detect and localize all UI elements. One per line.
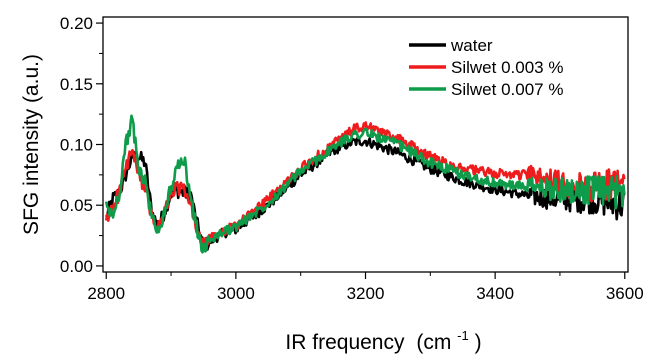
y-axis-title: SFG intensity (a.u.) (20, 54, 43, 235)
x-axis: 2800 3000 3200 3400 3600 (87, 272, 644, 303)
x-tick-label: 3600 (606, 284, 644, 303)
y-tick-label: 0.20 (60, 14, 93, 33)
legend: water Silwet 0.003 % Silwet 0.007 % (409, 36, 563, 99)
series-layer (104, 114, 626, 254)
x-axis-title-unit-prefix: (cm (416, 331, 451, 354)
legend-label: Silwet 0.003 % (451, 58, 563, 77)
y-tick-label: 0.05 (60, 196, 93, 215)
x-tick-label: 3400 (476, 284, 514, 303)
x-axis-title-unit-suffix: ) (475, 331, 482, 354)
y-tick-label: 0.10 (60, 136, 93, 155)
x-axis-title-main: IR frequency (285, 331, 405, 354)
x-tick-label: 2800 (87, 284, 125, 303)
y-tick-label: 0.00 (60, 257, 93, 276)
legend-label: Silwet 0.007 % (451, 80, 563, 99)
x-axis-title-unit-exponent: -1 (457, 328, 469, 343)
series-line-2 (104, 114, 626, 254)
x-axis-title: IR frequency (cm -1 ) (285, 322, 481, 354)
legend-label: water (450, 36, 493, 55)
x-tick-label: 3000 (217, 284, 255, 303)
y-axis: 0.00 0.05 0.10 0.15 0.20 (60, 14, 103, 276)
x-tick-label: 3200 (347, 284, 385, 303)
y-tick-label: 0.15 (60, 75, 93, 94)
